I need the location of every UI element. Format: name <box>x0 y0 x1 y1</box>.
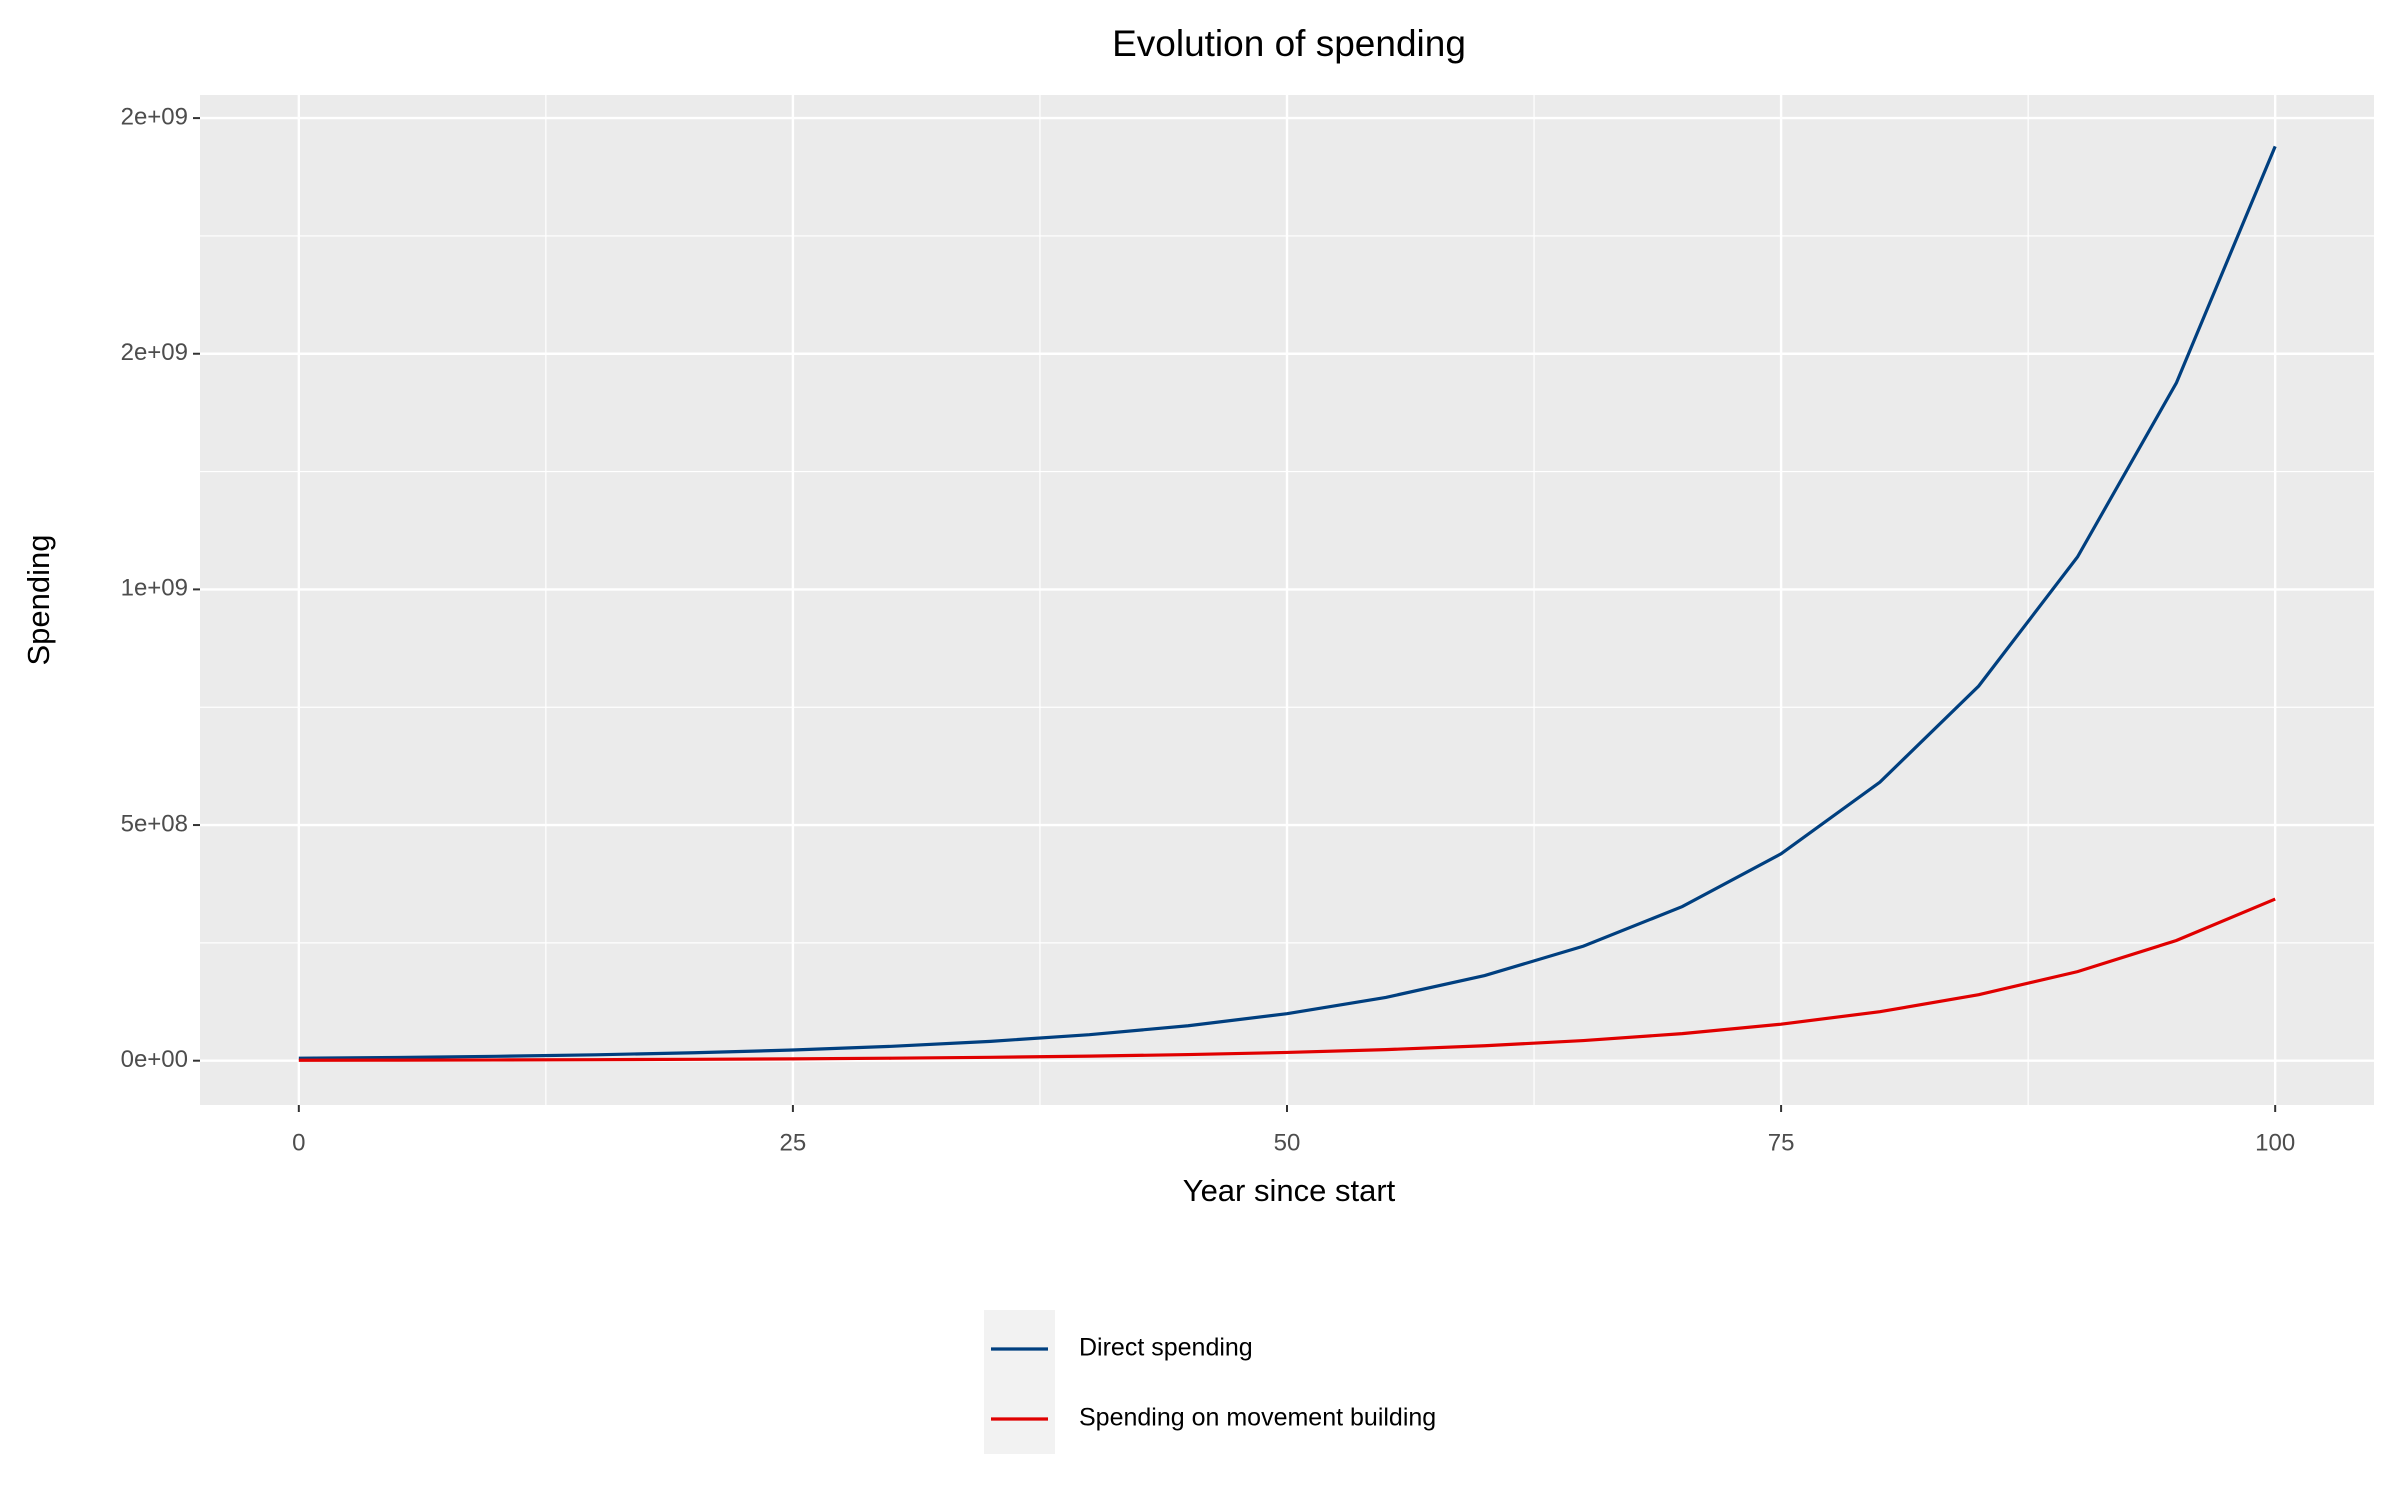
y-tick-label: 1e+09 <box>121 575 188 602</box>
x-tick-label: 75 <box>1768 1129 1795 1156</box>
y-axis-title: Spending <box>21 534 56 665</box>
x-tick-label: 50 <box>1274 1129 1301 1156</box>
y-tick-label: 2e+09 <box>121 103 188 130</box>
x-tick-label: 0 <box>292 1129 305 1156</box>
series-line <box>298 145 2277 1060</box>
legend-label: Spending on movement building <box>1079 1404 1436 1432</box>
series-line <box>298 897 2276 1062</box>
y-tick-label: 5e+08 <box>121 810 188 837</box>
legend-key-background <box>984 1310 1055 1454</box>
x-axis-title: Year since start <box>1183 1173 1396 1208</box>
legend-label: Direct spending <box>1079 1334 1253 1362</box>
y-tick-label: 2e+09 <box>121 339 188 366</box>
x-tick-label: 25 <box>780 1129 807 1156</box>
x-tick-label: 100 <box>2255 1129 2295 1156</box>
chart-title: Evolution of spending <box>1112 23 1466 64</box>
y-tick-label: 0e+00 <box>121 1046 188 1073</box>
